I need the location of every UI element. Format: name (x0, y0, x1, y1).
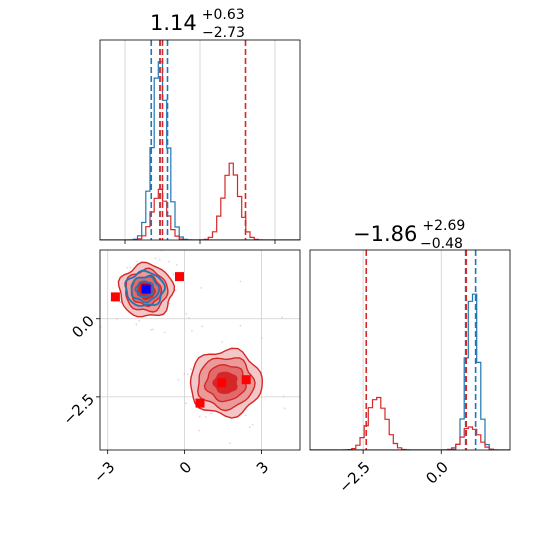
hist-x-grid (124, 40, 276, 240)
joint-contours (117, 261, 264, 419)
joint-xtick-label-0: −3 (90, 458, 118, 486)
joint-point-118 (152, 247, 154, 249)
hist-x-title-value: 1.14 (150, 11, 197, 35)
joint-markers (110, 272, 251, 408)
hist-y-title-upper: +2.69 (422, 218, 465, 234)
joint-point-79 (304, 342, 306, 344)
hist-y-ticks: −2.5 0.0 (335, 450, 452, 497)
joint-point-0 (239, 280, 242, 283)
joint-grid (100, 250, 300, 450)
hist-y-frame (309, 249, 511, 451)
joint-point-106 (192, 246, 194, 248)
hist-x-vlines (150, 40, 247, 240)
joint-red-marker-5 (195, 398, 205, 408)
joint-point-66 (115, 318, 118, 320)
joint-point-110 (174, 289, 177, 292)
joint-point-105 (198, 415, 201, 418)
joint-point-98 (201, 325, 204, 328)
joint-point-74 (119, 301, 122, 304)
joint-point-81 (221, 341, 224, 343)
joint-red-marker-4 (241, 375, 251, 385)
joint-point-19 (205, 416, 207, 418)
joint-point-53 (281, 316, 283, 319)
hist-x-ticks (124, 240, 276, 244)
joint-point-82 (168, 302, 171, 305)
hist-y-panel: −2.5 0.0 −1.86 +2.69 −0.48 (309, 218, 511, 497)
joint-point-30 (166, 236, 168, 238)
joint-point-112 (136, 260, 138, 263)
joint-point-78 (154, 257, 157, 260)
joint-frame (99, 249, 301, 451)
joint-point-128 (126, 266, 128, 269)
joint-point-62 (133, 211, 135, 213)
joint-point-21 (163, 331, 166, 334)
hist-y-xtick-label-1: 0.0 (422, 458, 452, 488)
joint-point-55 (198, 429, 201, 432)
joint-xtick-label-2: 3 (253, 458, 272, 477)
joint-blue-contour-1 (130, 275, 161, 304)
joint-blue-contour-2 (134, 280, 155, 298)
joint-point-96 (188, 317, 190, 319)
joint-blue-contour-0 (124, 269, 166, 307)
joint-xtick-label-1: 0 (176, 458, 195, 477)
joint-point-60 (185, 313, 188, 315)
joint-point-125 (185, 402, 187, 405)
joint-point-31 (282, 395, 285, 398)
hist-y-series-0 (310, 293, 510, 450)
hist-y-title-lower: −0.48 (420, 236, 463, 252)
joint-point-15 (177, 378, 180, 381)
joint-point-11 (190, 368, 192, 371)
joint-point-38 (135, 323, 138, 326)
joint-point-57 (186, 373, 189, 375)
joint-point-5 (229, 442, 232, 444)
hist-y-title: −1.86 +2.69 (353, 218, 465, 246)
hist-x-title: 1.14 +0.63 (150, 7, 245, 35)
hist-x-title-lower: −2.73 (202, 25, 245, 41)
hist-y-series (310, 293, 510, 450)
joint-point-100 (129, 266, 132, 269)
joint-point-120 (150, 328, 153, 331)
joint-ytick-label-1: −2.5 (60, 390, 98, 428)
hist-y-series-1 (310, 396, 510, 450)
joint-point-43 (244, 414, 247, 417)
joint-point-93 (239, 324, 242, 327)
joint-point-63 (260, 337, 263, 339)
hist-y-vlines (365, 250, 477, 450)
joint-point-69 (183, 373, 186, 376)
joint-point-47 (248, 426, 251, 428)
joint-panel: −3 0 3 0.0 −2.5 (60, 211, 306, 486)
joint-red-marker-2 (175, 272, 184, 282)
hist-x-title-upper: +0.63 (202, 7, 245, 23)
joint-point-26 (200, 287, 203, 289)
joint-point-54 (168, 260, 170, 263)
hist-y-xtick-label-0: −2.5 (335, 458, 373, 496)
joint-point-14 (138, 319, 141, 322)
joint-red-marker-0 (110, 292, 120, 302)
joint-point-108 (172, 273, 175, 276)
joint-blue-marker-0 (141, 284, 151, 294)
joint-point-104 (166, 241, 168, 243)
hist-y-title-value: −1.86 (353, 222, 417, 246)
hist-x-panel: 1.14 +0.63 −2.73 (99, 7, 301, 244)
joint-point-32 (152, 328, 154, 331)
joint-point-23 (191, 330, 193, 332)
joint-point-70 (175, 263, 178, 266)
hist-y-grid (362, 250, 442, 450)
joint-point-34 (173, 246, 175, 248)
joint-point-129 (283, 407, 286, 410)
joint-ytick-label-0: 0.0 (68, 312, 98, 342)
joint-point-59 (251, 423, 254, 426)
joint-point-126 (158, 258, 161, 261)
joint-red-marker-3 (217, 378, 227, 388)
joint-point-39 (210, 412, 212, 415)
